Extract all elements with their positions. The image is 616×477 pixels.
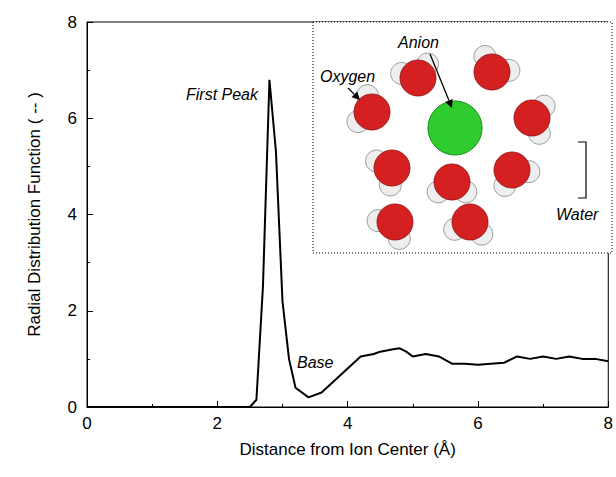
svg-text:Oxygen: Oxygen bbox=[320, 68, 375, 85]
svg-text:Base: Base bbox=[297, 354, 334, 371]
svg-text:2: 2 bbox=[213, 414, 222, 433]
svg-text:4: 4 bbox=[68, 205, 77, 224]
svg-text:0: 0 bbox=[82, 414, 91, 433]
svg-text:8: 8 bbox=[68, 13, 77, 32]
svg-text:Distance from Ion Center (Å): Distance from Ion Center (Å) bbox=[239, 440, 455, 459]
svg-text:Radial Distribution Function (: Radial Distribution Function ( -- ) bbox=[25, 92, 44, 337]
svg-text:Anion: Anion bbox=[397, 34, 439, 51]
svg-text:Water: Water bbox=[556, 206, 599, 223]
svg-text:4: 4 bbox=[343, 414, 352, 433]
svg-text:2: 2 bbox=[68, 301, 77, 320]
svg-text:8: 8 bbox=[604, 414, 613, 433]
svg-text:First Peak: First Peak bbox=[186, 86, 259, 103]
svg-text:6: 6 bbox=[473, 414, 482, 433]
svg-text:6: 6 bbox=[68, 109, 77, 128]
svg-text:0: 0 bbox=[68, 398, 77, 417]
